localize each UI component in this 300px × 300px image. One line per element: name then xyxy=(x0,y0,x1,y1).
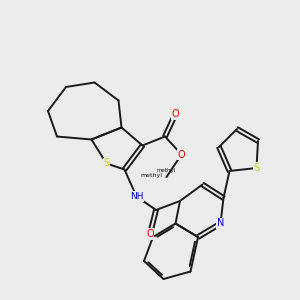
Text: S: S xyxy=(254,163,260,173)
Text: methyl: methyl xyxy=(140,173,162,178)
Text: O: O xyxy=(146,229,154,239)
Text: NH: NH xyxy=(130,192,143,201)
Text: methyl: methyl xyxy=(157,168,176,173)
Text: O: O xyxy=(178,149,185,160)
Text: S: S xyxy=(103,158,109,169)
Text: N: N xyxy=(217,218,224,229)
Text: O: O xyxy=(172,109,179,119)
